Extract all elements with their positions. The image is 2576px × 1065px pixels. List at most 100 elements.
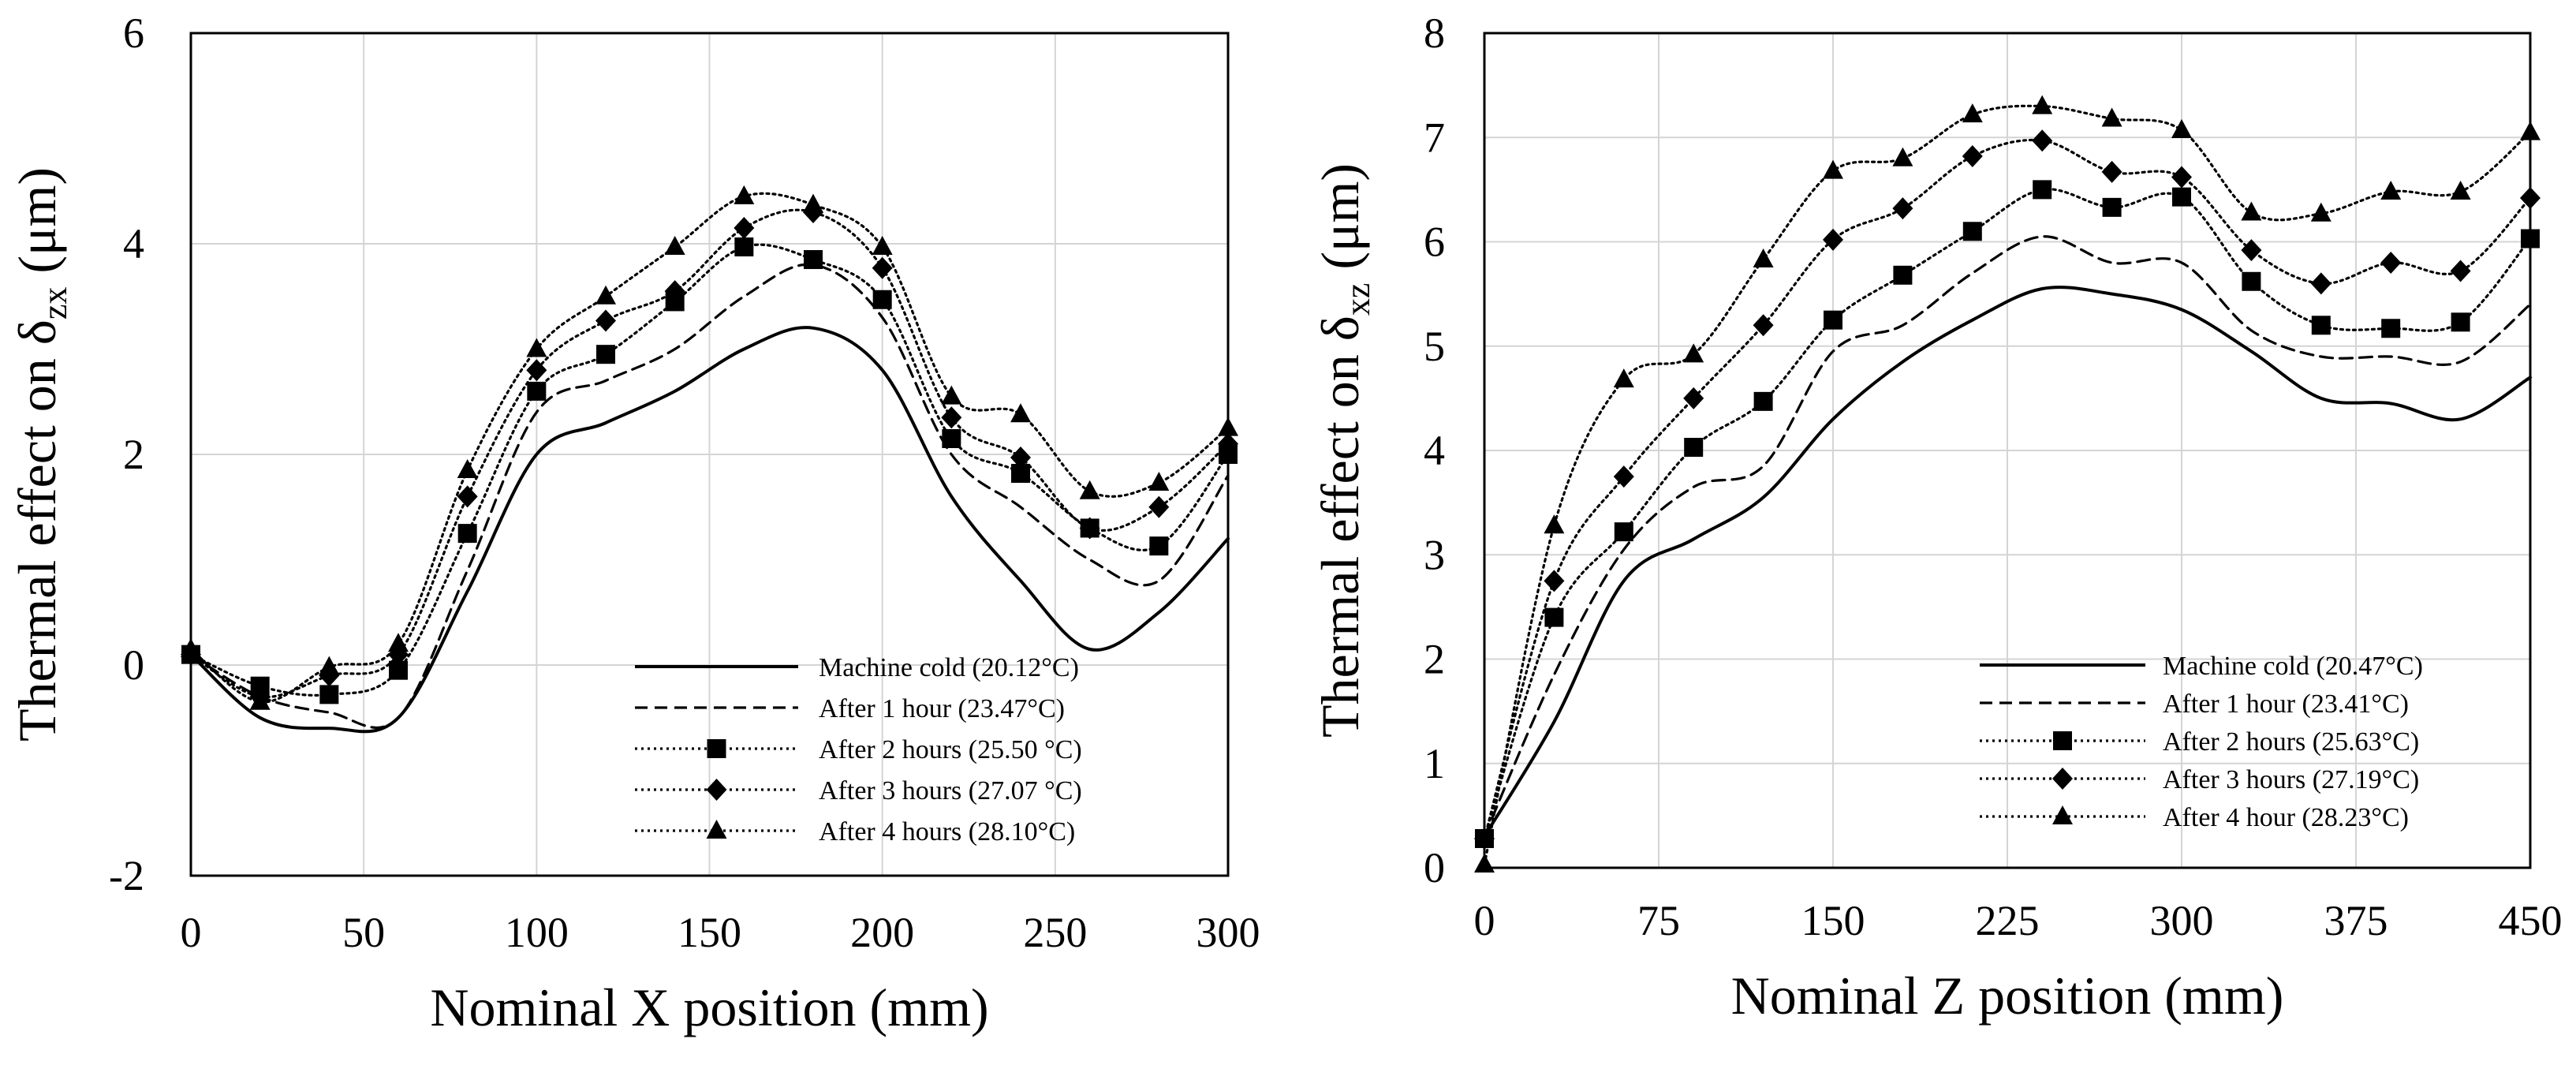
data-point-marker: [2033, 180, 2052, 200]
data-point-marker: [2450, 181, 2471, 200]
x-tick-label: 50: [342, 909, 385, 956]
x-tick-label: 300: [2150, 897, 2214, 944]
legend-label: After 2 hours (25.63°C): [2163, 727, 2419, 757]
y-axis-title-prefix: Thermal effect on δ: [1310, 316, 1370, 738]
legend-marker: [706, 779, 727, 801]
y-tick-label: 8: [1424, 9, 1445, 57]
legend-label: After 1 hour (23.41°C): [2163, 689, 2409, 719]
x-tick-label: 0: [181, 909, 202, 956]
y-tick-label: 0: [123, 641, 144, 689]
legend-item: After 3 hours (27.19°C): [1980, 765, 2419, 794]
data-point-marker: [2521, 229, 2540, 248]
y-axis-title-subscript: zx: [35, 287, 74, 320]
data-point-marker: [1824, 310, 1842, 330]
legend-item: After 1 hour (23.41°C): [1980, 689, 2409, 719]
legend-item: After 4 hour (28.23°C): [1980, 803, 2409, 832]
series-1: [1483, 286, 2532, 839]
y-tick-label: 6: [1424, 219, 1445, 266]
data-point-marker: [1010, 403, 1031, 423]
data-point-marker: [457, 524, 477, 544]
data-point-marker: [1079, 517, 1100, 540]
data-point-marker: [942, 428, 961, 448]
legend-item: After 1 hour (23.47°C): [635, 694, 1065, 723]
data-point-marker: [1149, 536, 1169, 556]
legend-label: After 2 hours (25.50 °C): [819, 735, 1082, 764]
legend-label: After 4 hour (28.23°C): [2163, 803, 2409, 832]
data-point-marker: [804, 250, 823, 270]
legend-marker: [2052, 805, 2073, 824]
data-point-marker: [1148, 495, 1170, 518]
x-tick-label: 300: [1197, 909, 1260, 956]
data-point-marker: [872, 290, 892, 309]
data-point-marker: [2241, 239, 2262, 262]
series-line: [189, 192, 1230, 704]
series-1: [189, 326, 1230, 734]
data-point-marker: [734, 216, 755, 239]
y-tick-label: -2: [109, 852, 144, 899]
data-point-marker: [2241, 201, 2262, 221]
data-point-marker: [1474, 854, 1495, 873]
data-point-marker: [1683, 387, 1704, 409]
legend-label: After 4 hours (28.10°C): [819, 817, 1075, 846]
series-2: [189, 263, 1230, 729]
data-point-marker: [1892, 197, 1913, 220]
data-point-marker: [2520, 121, 2541, 140]
y-axis-title-suffix: (μm): [1310, 163, 1370, 283]
chart-1: 0 50 100 150 200 250 300 -2 0 2 4 6 Nominal X positi…: [7, 9, 1260, 1037]
data-point-marker: [1010, 447, 1031, 469]
legend: Machine cold (20.47°C) After 1 hour (23.4…: [1980, 652, 2423, 832]
series-4: [1474, 129, 2541, 850]
chart-2: 0 75 150 225 300 375 450 0 1 2 3 4 5 6 7 8 Nominal Z pos…: [1310, 9, 2563, 1026]
y-axis-title-subscript: xz: [1338, 283, 1377, 316]
data-point-marker: [249, 690, 271, 710]
data-point-marker: [2310, 202, 2331, 222]
data-point-marker: [2172, 187, 2191, 207]
legend-label: Machine cold (20.47°C): [2163, 652, 2423, 681]
y-axis-title-suffix: (μm): [7, 167, 67, 287]
x-tick-label: 200: [850, 909, 914, 956]
data-point-marker: [457, 459, 478, 479]
legend-marker: [2053, 731, 2072, 750]
y-tick-label: 4: [1424, 427, 1445, 474]
data-point-marker: [664, 236, 685, 256]
data-point-marker: [664, 280, 685, 303]
data-point-marker: [1753, 248, 1774, 267]
data-point-marker: [2520, 186, 2541, 209]
x-tick-label: 150: [678, 909, 741, 956]
data-point-marker: [1962, 145, 1983, 168]
data-point-marker: [1218, 432, 1238, 455]
series-2: [1483, 235, 2532, 838]
data-point-marker: [319, 656, 340, 675]
legend-item: After 3 hours (27.07 °C): [635, 776, 1082, 805]
data-point-marker: [1684, 438, 1704, 458]
y-axis-title: Thermal effect on δxz (μm): [1310, 163, 1377, 738]
data-point-marker: [1823, 159, 1843, 179]
data-point-marker: [1148, 472, 1170, 491]
x-tick-label: 0: [1474, 897, 1495, 944]
data-point-marker: [1962, 222, 1982, 241]
data-point-marker: [2171, 118, 2192, 138]
data-point-marker: [1613, 368, 1634, 388]
data-point-marker: [595, 285, 616, 305]
y-axis-title-prefix: Thermal effect on δ: [7, 320, 67, 742]
y-tick-label: 3: [1424, 531, 1445, 578]
data-point-marker: [1544, 570, 1565, 592]
series-line: [1483, 235, 2532, 838]
data-point-marker: [181, 637, 201, 657]
series-line: [189, 263, 1230, 729]
x-tick-label: 450: [2499, 897, 2563, 944]
x-tick-label: 375: [2324, 897, 2388, 944]
data-point-marker: [2380, 251, 2402, 274]
data-point-marker: [734, 237, 754, 257]
data-point-marker: [2311, 316, 2331, 335]
series-5: [181, 185, 1238, 710]
x-tick-label: 150: [1801, 897, 1865, 944]
legend-label: Machine cold (20.12°C): [819, 653, 1079, 682]
data-point-marker: [1962, 103, 1983, 123]
legend-marker: [706, 820, 727, 839]
legend-label: After 3 hours (27.07 °C): [819, 776, 1082, 805]
data-point-marker: [526, 359, 547, 382]
data-point-marker: [596, 345, 615, 364]
y-tick-label: 4: [123, 220, 144, 267]
